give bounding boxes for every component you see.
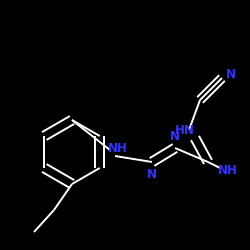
Text: N: N: [147, 168, 157, 181]
Text: NH: NH: [108, 142, 128, 154]
Text: N: N: [226, 68, 236, 82]
Text: N: N: [170, 130, 180, 142]
Text: NH: NH: [218, 164, 238, 176]
Text: HN: HN: [175, 124, 195, 136]
